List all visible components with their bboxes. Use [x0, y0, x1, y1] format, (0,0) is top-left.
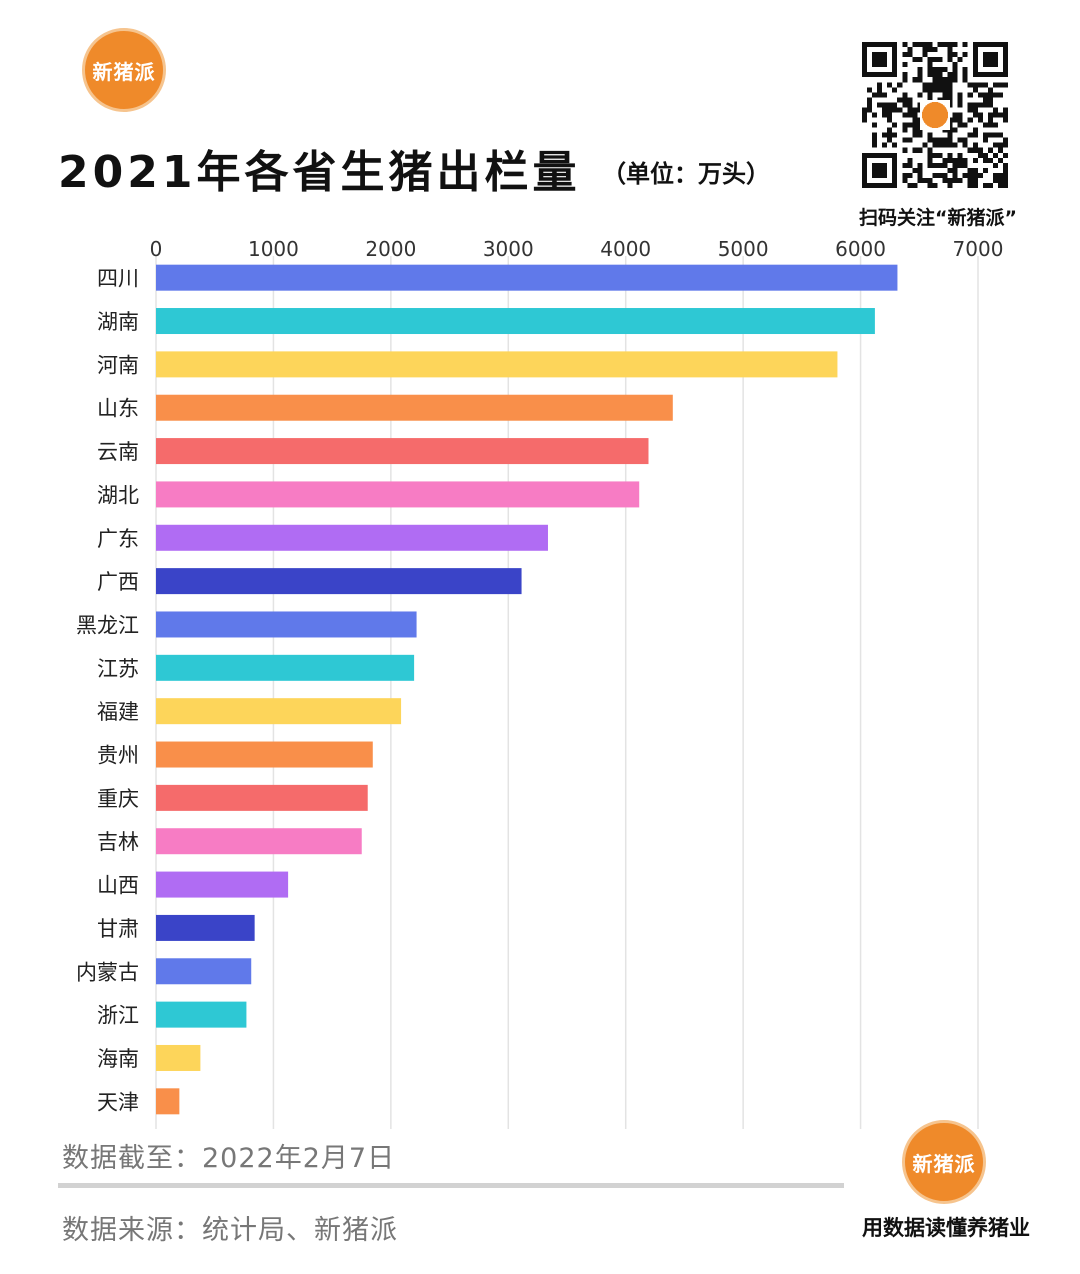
- bar: [156, 611, 417, 638]
- category-label: 天津: [97, 1090, 139, 1114]
- bar: [156, 784, 368, 811]
- category-label: 海南: [97, 1047, 139, 1071]
- category-label: 广东: [97, 527, 139, 551]
- data-source-note: 数据来源：统计局、新猪派: [62, 1215, 398, 1246]
- bar: [156, 481, 640, 508]
- category-label: 福建: [97, 700, 139, 724]
- bar: [156, 351, 838, 378]
- category-label: 云南: [97, 440, 139, 464]
- bar: [156, 654, 415, 681]
- category-label: 内蒙古: [76, 960, 139, 984]
- bar: [156, 1044, 201, 1071]
- qr-caption: 扫码关注“新猪派”: [859, 207, 1017, 229]
- category-label: 江苏: [97, 657, 139, 681]
- category-label: 四川: [97, 267, 139, 291]
- bar: [156, 524, 548, 551]
- data-date-note: 数据截至：2022年2月7日: [62, 1143, 396, 1174]
- bar: [156, 914, 255, 941]
- brand-logo: 新猪派: [82, 28, 166, 112]
- category-label: 山东: [97, 397, 139, 421]
- slogan: 用数据读懂养猪业: [862, 1216, 1030, 1240]
- x-tick-label: 0: [150, 237, 163, 261]
- x-tick-label: 1000: [248, 237, 299, 261]
- brand-logo-text: 新猪派: [92, 59, 156, 84]
- bar: [156, 741, 373, 768]
- x-tick-label: 4000: [600, 237, 651, 261]
- bar: [156, 394, 673, 421]
- category-label: 山西: [97, 874, 139, 898]
- bar: [156, 568, 522, 595]
- unit-label: （单位：万头）: [602, 160, 770, 188]
- footer-divider: [58, 1183, 844, 1188]
- bar-chart: 0 1000 2000 3000 4000 5000 6000 7000 四川湖南河南山东云南湖…: [76, 237, 1004, 1129]
- category-label: 湖南: [97, 310, 139, 334]
- category-label: 河南: [97, 353, 139, 377]
- category-label: 重庆: [97, 787, 139, 811]
- bar: [156, 264, 898, 291]
- category-label: 甘肃: [97, 917, 139, 941]
- category-label: 黑龙江: [76, 613, 139, 637]
- brand-logo-footer-text: 新猪派: [912, 1151, 976, 1176]
- bar: [156, 308, 875, 335]
- category-label: 浙江: [97, 1004, 139, 1028]
- chart-title: 2021年各省生猪出栏量: [58, 147, 581, 198]
- category-label: 湖北: [97, 483, 139, 507]
- x-tick-label: 7000: [953, 237, 1004, 261]
- qr-code: [862, 42, 1008, 188]
- bar: [156, 828, 362, 855]
- bar: [156, 871, 289, 898]
- bar: [156, 958, 252, 985]
- x-tick-label: 2000: [365, 237, 416, 261]
- category-label: 贵州: [97, 744, 139, 768]
- category-label: 广西: [97, 570, 139, 594]
- x-tick-label: 3000: [483, 237, 534, 261]
- bar: [156, 1088, 180, 1115]
- x-tick-label: 5000: [718, 237, 769, 261]
- brand-logo-footer: 新猪派: [902, 1120, 986, 1204]
- x-tick-label: 6000: [835, 237, 886, 261]
- bar: [156, 698, 402, 725]
- bar: [156, 438, 649, 465]
- category-label: 吉林: [97, 830, 139, 854]
- bar: [156, 1001, 247, 1028]
